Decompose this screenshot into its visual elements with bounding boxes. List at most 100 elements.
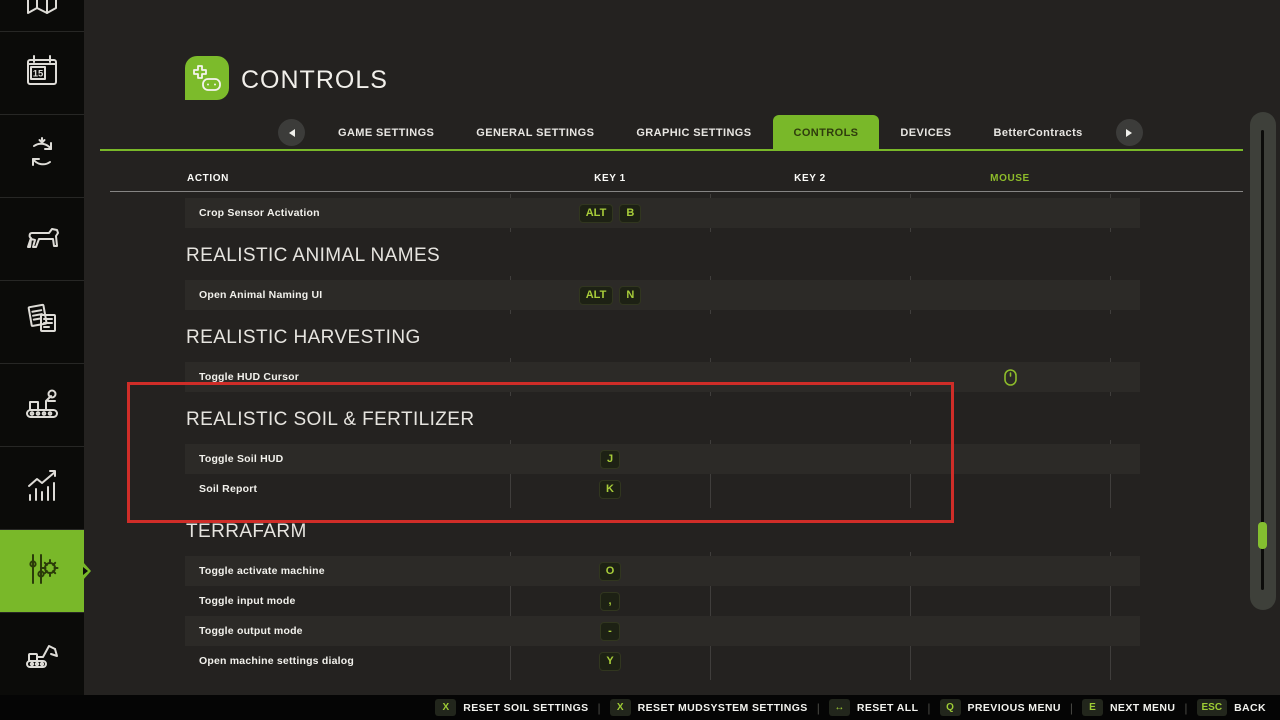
table-row-toggle-input-mode[interactable]: Toggle input mode, [185, 586, 1140, 616]
scrollbar-thumb[interactable] [1258, 522, 1267, 549]
key-badge: J [599, 449, 621, 469]
sidebar-item-calendar[interactable]: 15 [0, 31, 84, 114]
key-badge: Y [599, 651, 621, 671]
action-label: Soil Report [199, 483, 258, 495]
tabs-prev-button[interactable] [278, 119, 305, 146]
sidebar-item-settings[interactable] [0, 529, 91, 612]
key1-cell[interactable]: ALT N [510, 280, 710, 310]
mouse-icon [1003, 368, 1017, 386]
tab-graphic-settings[interactable]: GRAPHIC SETTINGS [636, 126, 752, 139]
sidebar-item-construction[interactable] [0, 612, 84, 695]
key-badge: Q [939, 699, 961, 716]
sidebar-item-contracts[interactable] [0, 280, 84, 363]
table-row-toggle-activate-machine[interactable]: Toggle activate machine O [185, 556, 1140, 586]
mouse-cell[interactable] [910, 474, 1110, 504]
footer-button-next-menu[interactable]: E NEXT MENU [1081, 699, 1176, 716]
key2-cell[interactable] [710, 646, 910, 676]
key1-cell[interactable] [510, 362, 710, 392]
section-heading-realistic-animal-names: REALISTIC ANIMAL NAMES [186, 245, 441, 266]
sidebar-item-statistics[interactable] [0, 446, 84, 529]
sidebar-item-animals[interactable] [0, 197, 84, 280]
key1-cell[interactable]: K [510, 474, 710, 504]
key2-cell[interactable] [710, 616, 910, 646]
table-row-toggle-soil-hud[interactable]: Toggle Soil HUD J [185, 444, 1140, 474]
sidebar-item-map[interactable] [0, 0, 84, 31]
mouse-cell[interactable] [910, 616, 1110, 646]
key2-cell[interactable] [710, 556, 910, 586]
mouse-cell[interactable] [910, 198, 1110, 228]
footer-label: PREVIOUS MENU [967, 701, 1061, 714]
crop-rotation-icon [22, 134, 62, 179]
footer-label: BACK [1234, 701, 1266, 714]
action-label: Toggle HUD Cursor [199, 371, 300, 383]
table-row-soil-report[interactable]: Soil Report K [185, 474, 1140, 504]
column-header-key1: KEY 1 [594, 173, 626, 184]
column-divider [710, 440, 711, 508]
table-row-open-machine-settings-dialog[interactable]: Open machine settings dialog Y [185, 646, 1140, 676]
footer-button-reset-all[interactable]: ↔ RESET ALL [828, 699, 919, 716]
key2-cell[interactable] [710, 474, 910, 504]
mouse-cell[interactable] [910, 646, 1110, 676]
key1-cell[interactable]: - [510, 616, 710, 646]
mouse-cell[interactable] [910, 280, 1110, 310]
sidebar-item-production[interactable] [0, 363, 84, 446]
table-row-toggle-output-mode[interactable]: Toggle output mode - [185, 616, 1140, 646]
svg-text:15: 15 [33, 68, 44, 79]
footer-label: NEXT MENU [1109, 701, 1176, 714]
key-badge: X [609, 699, 631, 716]
sidebar-item-crop-rotation[interactable] [0, 114, 84, 197]
column-divider [910, 440, 911, 508]
table-row-crop-sensor-activation[interactable]: Crop Sensor Activation ALT B [185, 198, 1140, 228]
chevron-left-icon [288, 128, 295, 137]
key1-cell[interactable]: J [510, 444, 710, 474]
tabs-next-button[interactable] [1115, 119, 1143, 146]
sidebar: 15 [0, 0, 91, 695]
mouse-cell[interactable] [910, 444, 1110, 474]
key-badge: E [1081, 699, 1103, 716]
key-badge: - [600, 621, 620, 641]
tab-controls[interactable]: CONTROLS [772, 115, 880, 150]
rows-block: Crop Sensor Activation ALT B [185, 194, 1140, 232]
key2-cell[interactable] [710, 586, 910, 616]
footer-button-reset-soil-settings[interactable]: X RESET SOIL SETTINGS [435, 699, 588, 716]
contracts-icon [22, 300, 62, 345]
table-sections: Crop Sensor Activation ALT B REALISTIC ANIM… [185, 194, 1140, 680]
construction-icon [22, 632, 62, 677]
footer-button-reset-mudsystem-settings[interactable]: X RESET MUDSYSTEM SETTINGS [609, 699, 808, 716]
table-row-toggle-hud-cursor[interactable]: Toggle HUD Cursor [185, 362, 1140, 392]
key2-cell[interactable] [710, 198, 910, 228]
key2-cell[interactable] [710, 444, 910, 474]
section-heading-realistic-harvesting: REALISTIC HARVESTING [186, 327, 421, 348]
mouse-cell[interactable] [910, 586, 1110, 616]
footer-bar: X RESET SOIL SETTINGS | X RESET MUDSYSTEM SE… [0, 695, 1280, 720]
key1-cell[interactable]: O [510, 556, 710, 586]
key2-cell[interactable] [710, 280, 910, 310]
key2-cell[interactable] [710, 362, 910, 392]
settings-icon [22, 549, 62, 594]
footer-button-back[interactable]: ESC BACK [1196, 699, 1267, 716]
mouse-cell[interactable] [910, 362, 1110, 392]
column-header-mouse: MOUSE [990, 173, 1030, 184]
tab-devices[interactable]: DEVICES [900, 126, 952, 139]
column-header-key2: KEY 2 [794, 173, 826, 184]
tab-underline [100, 149, 1243, 151]
key-badge: ESC [1196, 699, 1228, 716]
key-badge: , [600, 591, 620, 611]
action-label: Open Animal Naming UI [199, 289, 323, 301]
footer-divider: | [1069, 700, 1073, 715]
footer-button-previous-menu[interactable]: Q PREVIOUS MENU [939, 699, 1061, 716]
tab-bettercontracts[interactable]: BetterContracts [993, 126, 1083, 139]
key1-cell[interactable]: Y [510, 646, 710, 676]
tab-game-settings[interactable]: GAME SETTINGS [338, 126, 435, 139]
tab-list: GAME SETTINGS GENERAL SETTINGS GRAPHIC SET… [317, 115, 1104, 150]
footer-items: X RESET SOIL SETTINGS | X RESET MUDSYSTEM SE… [435, 699, 1266, 716]
key1-cell[interactable]: , [510, 586, 710, 616]
key-badge: X [435, 699, 457, 716]
table-row-open-animal-naming-ui[interactable]: Open Animal Naming UI ALT N [185, 280, 1140, 310]
rows-block: Toggle activate machine O Toggle input mod… [185, 552, 1140, 680]
key1-cell[interactable]: ALT B [510, 198, 710, 228]
rows-block: Toggle HUD Cursor [185, 358, 1140, 396]
tab-bar: GAME SETTINGS GENERAL SETTINGS GRAPHIC SET… [266, 115, 1155, 150]
tab-general-settings[interactable]: GENERAL SETTINGS [476, 126, 595, 139]
mouse-cell[interactable] [910, 556, 1110, 586]
